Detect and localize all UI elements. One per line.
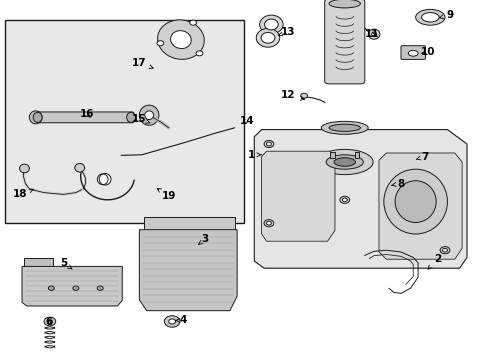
- Ellipse shape: [367, 29, 379, 39]
- Ellipse shape: [157, 20, 204, 59]
- Text: 3: 3: [198, 234, 208, 244]
- Ellipse shape: [328, 124, 360, 131]
- Ellipse shape: [73, 286, 79, 290]
- Polygon shape: [22, 266, 122, 306]
- Ellipse shape: [264, 19, 278, 30]
- Text: 10: 10: [420, 47, 434, 57]
- Ellipse shape: [126, 112, 135, 122]
- Ellipse shape: [316, 149, 372, 175]
- Text: 1: 1: [248, 150, 261, 160]
- Text: 5: 5: [60, 258, 72, 269]
- Text: 15: 15: [132, 114, 149, 124]
- Ellipse shape: [421, 13, 438, 22]
- Ellipse shape: [259, 15, 283, 34]
- Text: 4: 4: [176, 315, 187, 325]
- Ellipse shape: [321, 121, 367, 134]
- FancyBboxPatch shape: [324, 0, 364, 84]
- Text: 7: 7: [415, 152, 428, 162]
- Ellipse shape: [333, 158, 355, 166]
- Bar: [144, 217, 234, 232]
- Ellipse shape: [415, 9, 444, 25]
- Ellipse shape: [20, 164, 29, 173]
- Ellipse shape: [29, 111, 42, 124]
- Text: 2: 2: [427, 254, 440, 269]
- Ellipse shape: [342, 198, 346, 202]
- Ellipse shape: [371, 32, 376, 36]
- Ellipse shape: [97, 286, 103, 290]
- Ellipse shape: [266, 142, 271, 146]
- Polygon shape: [378, 153, 461, 259]
- FancyBboxPatch shape: [400, 46, 425, 59]
- Bar: [24, 258, 53, 267]
- Ellipse shape: [144, 111, 153, 120]
- Ellipse shape: [164, 316, 180, 327]
- Ellipse shape: [47, 320, 52, 323]
- Polygon shape: [254, 130, 466, 268]
- Text: 6: 6: [45, 317, 52, 327]
- Polygon shape: [261, 151, 334, 241]
- Bar: [5, 20, 244, 223]
- Ellipse shape: [170, 31, 191, 49]
- Ellipse shape: [264, 140, 273, 148]
- FancyBboxPatch shape: [35, 112, 134, 123]
- Ellipse shape: [139, 105, 159, 125]
- Text: 12: 12: [281, 90, 304, 100]
- Bar: [329, 152, 334, 158]
- Text: 14: 14: [239, 116, 254, 126]
- Text: 9: 9: [439, 10, 452, 20]
- Ellipse shape: [261, 32, 274, 43]
- Ellipse shape: [442, 248, 447, 252]
- Ellipse shape: [75, 163, 84, 172]
- Bar: [354, 152, 359, 158]
- Ellipse shape: [407, 50, 417, 56]
- Ellipse shape: [300, 93, 307, 98]
- Ellipse shape: [44, 317, 56, 326]
- Ellipse shape: [266, 221, 271, 225]
- Ellipse shape: [328, 0, 360, 8]
- Ellipse shape: [383, 169, 447, 234]
- Ellipse shape: [325, 155, 363, 169]
- Ellipse shape: [394, 181, 435, 222]
- Ellipse shape: [99, 174, 111, 185]
- Text: 8: 8: [391, 179, 404, 189]
- Ellipse shape: [48, 286, 54, 290]
- Text: 13: 13: [278, 27, 295, 37]
- Ellipse shape: [33, 112, 42, 122]
- Ellipse shape: [189, 20, 196, 25]
- Text: 18: 18: [13, 189, 33, 199]
- Text: 17: 17: [132, 58, 153, 68]
- Ellipse shape: [196, 51, 203, 56]
- Ellipse shape: [339, 196, 349, 203]
- Text: 11: 11: [364, 29, 378, 39]
- Text: 16: 16: [80, 109, 94, 120]
- Ellipse shape: [264, 220, 273, 227]
- Ellipse shape: [168, 319, 175, 324]
- Ellipse shape: [157, 41, 163, 46]
- Polygon shape: [139, 230, 237, 311]
- Text: 19: 19: [157, 188, 176, 201]
- Ellipse shape: [439, 247, 449, 254]
- Ellipse shape: [256, 28, 279, 47]
